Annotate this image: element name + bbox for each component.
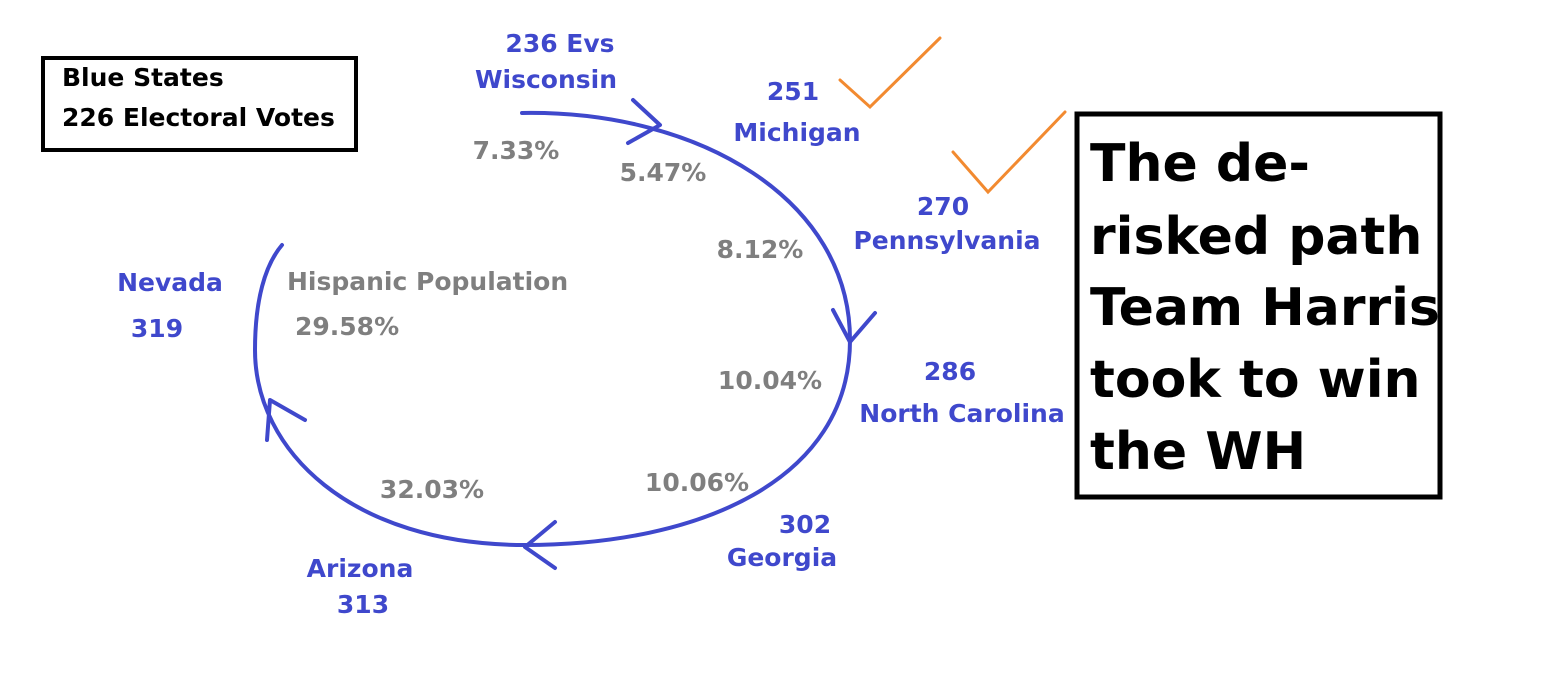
hispanic-share: 32.03% [380,475,484,504]
callout-box [1074,111,1443,500]
state-votes: 319 [131,314,183,343]
legend-box [41,56,358,152]
arrowhead [831,308,877,344]
state-name: Nevada [117,268,223,297]
hispanic-share: 29.58% [295,312,399,341]
legend-line: Blue States [62,63,224,92]
state-name: Wisconsin [475,65,617,94]
checkmarks [838,36,1067,195]
state-name: Arizona [307,554,414,583]
state-votes: 270 [917,192,969,221]
hispanic-share: 5.47% [620,158,707,187]
checkmark [838,36,942,110]
arrowhead [523,520,557,570]
callout-line: took to win [1090,350,1421,410]
state-votes: 236 Evs [505,29,614,58]
checkmark [951,110,1067,195]
callout-line: Team Harris [1090,278,1440,338]
callout-line: the WH [1090,422,1306,482]
callout-line: The de- [1090,134,1310,194]
legend-line: 226 Electoral Votes [62,103,335,132]
hispanic-share: 8.12% [717,235,804,264]
hispanic-label: Hispanic Population [287,267,568,296]
state-name: North Carolina [859,399,1064,428]
state-name: Georgia [727,543,837,572]
state-votes: 251 [767,77,819,106]
hispanic-share: 7.33% [473,136,560,165]
state-votes: 302 [779,510,831,539]
state-name: Michigan [733,118,860,147]
cycle-path [253,98,877,570]
arrowhead [265,398,307,442]
callout-line: risked path [1090,207,1422,267]
state-votes: 313 [337,590,389,619]
arrowhead [626,98,662,145]
state-votes: 286 [924,357,976,386]
state-name: Pennsylvania [853,226,1040,255]
hispanic-share: 10.04% [718,366,822,395]
loop [253,110,852,547]
hispanic-share: 10.06% [645,468,749,497]
